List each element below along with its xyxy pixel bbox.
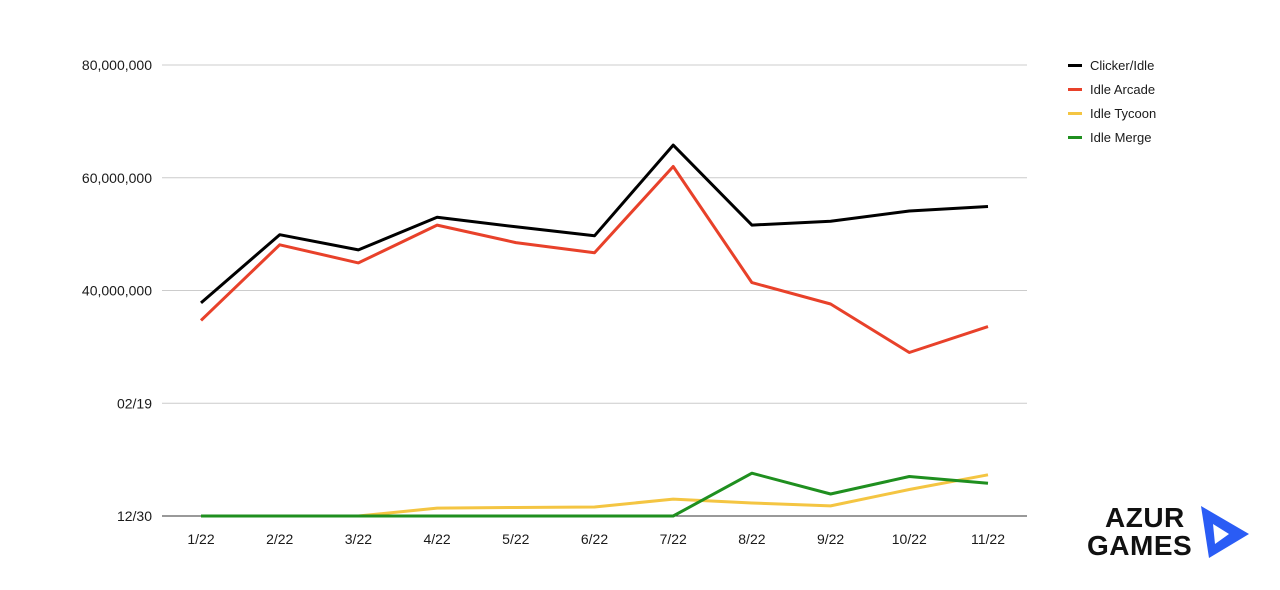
series-line-idle-tycoon xyxy=(201,473,989,518)
x-tick-label: 2/22 xyxy=(266,531,293,547)
x-tick-label: 11/22 xyxy=(971,531,1005,547)
legend-label: Idle Merge xyxy=(1090,129,1152,145)
azur-games-logo: AZUR GAMES xyxy=(1087,503,1252,563)
legend-label: Clicker/Idle xyxy=(1090,57,1155,73)
logo-word-games: GAMES xyxy=(1087,530,1193,561)
series-line-idle-merge xyxy=(201,471,989,518)
legend-item-clicker-idle: Clicker/Idle xyxy=(1068,53,1156,77)
y-tick-label: 40,000,000 xyxy=(82,283,152,299)
x-tick-label: 7/22 xyxy=(660,531,687,547)
y-tick-label: 12/30 xyxy=(117,508,152,524)
x-tick-label: 5/22 xyxy=(502,531,529,547)
x-tick-label: 9/22 xyxy=(817,531,844,547)
legend-label: Idle Tycoon xyxy=(1090,105,1157,121)
legend-swatch xyxy=(1068,87,1082,91)
x-tick-label: 8/22 xyxy=(738,531,765,547)
y-tick-label: 02/19 xyxy=(117,395,152,411)
x-tick-label: 6/22 xyxy=(581,531,608,547)
series-line-clicker-idle xyxy=(200,143,989,305)
play-arrow-icon xyxy=(1201,506,1249,558)
logo-word-azur: AZUR xyxy=(1105,502,1185,533)
legend-swatch xyxy=(1068,63,1082,67)
x-tick-label: 10/22 xyxy=(892,531,927,547)
legend-item-idle-tycoon: Idle Tycoon xyxy=(1068,101,1156,125)
legend-item-idle-arcade: Idle Arcade xyxy=(1068,77,1156,101)
grid-lines xyxy=(162,64,1027,404)
y-tick-label: 80,000,000 xyxy=(82,57,152,73)
legend-swatch xyxy=(1068,135,1082,139)
x-tick-label: 3/22 xyxy=(345,531,372,547)
y-tick-label: 60,000,000 xyxy=(82,170,152,186)
series-lines xyxy=(199,143,989,518)
x-tick-label: 1/22 xyxy=(187,531,214,547)
x-axis-labels: 1/22 2/22 3/22 4/22 5/22 6/22 7/22 8/22 9/22 10/2… xyxy=(187,531,1005,547)
legend-label: Idle Arcade xyxy=(1090,81,1156,97)
series-line-idle-arcade xyxy=(199,165,989,354)
y-axis-labels: 12/30 02/19 40,000,000 60,000,000 80,000,000 xyxy=(82,57,152,524)
legend-item-idle-merge: Idle Merge xyxy=(1068,125,1156,149)
legend: Clicker/Idle Idle Arcade Idle Tycoon Idl… xyxy=(1068,53,1156,149)
x-tick-label: 4/22 xyxy=(423,531,450,547)
legend-swatch xyxy=(1068,111,1082,115)
